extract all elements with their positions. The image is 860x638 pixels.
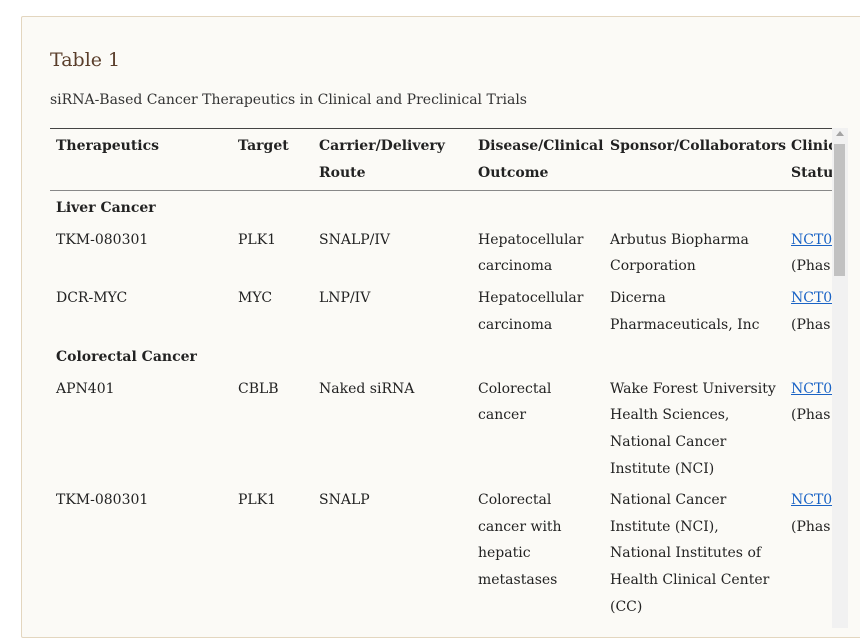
cell-therapeutic: TKM-080301 bbox=[56, 231, 149, 248]
table-row: DCR-MYC MYC LNP/IV Hepatocellular carcin… bbox=[50, 282, 832, 340]
column-header: Disease/Clinical Outcome bbox=[472, 128, 604, 192]
trial-phase: (Phas bbox=[791, 258, 831, 275]
cell-carrier: SNALP bbox=[319, 492, 370, 509]
cell-status: NCT02 (Phas bbox=[785, 282, 832, 340]
cell-disease: Hepatocellular carcinoma bbox=[478, 231, 584, 275]
vertical-scrollbar[interactable] bbox=[832, 128, 848, 628]
cell-target: PLK1 bbox=[238, 231, 277, 248]
cell-status: NCT03 (Phas bbox=[785, 373, 832, 484]
cell-target: CBLB bbox=[238, 380, 279, 397]
table-title: Table 1 bbox=[50, 49, 121, 71]
cell-carrier: Naked siRNA bbox=[319, 380, 415, 397]
column-header: Carrier/Delivery Route bbox=[313, 128, 472, 192]
cell-sponsor: National Cancer Institute (NCI), Nationa… bbox=[610, 492, 770, 615]
trial-link[interactable]: NCT03 bbox=[791, 380, 832, 397]
section-title: Colorectal Cancer bbox=[56, 349, 197, 366]
column-header: Clinical Status bbox=[785, 128, 832, 192]
cell-sponsor: Wake Forest University Health Sciences, … bbox=[610, 380, 776, 477]
trial-phase: (Phas bbox=[791, 316, 831, 333]
scroll-up-arrow-icon[interactable] bbox=[836, 131, 844, 136]
cell-therapeutic: APN401 bbox=[56, 380, 115, 397]
table-row: TKM-080301 PLK1 SNALP/IV Hepatocellular … bbox=[50, 224, 832, 282]
cell-status: NCT02 (Phas bbox=[785, 224, 832, 282]
cell-disease: Hepatocellular carcinoma bbox=[478, 289, 584, 333]
column-header: Therapeutics bbox=[50, 128, 232, 192]
cell-status: NCT01 (Phas bbox=[785, 484, 832, 622]
trial-link[interactable]: NCT01 bbox=[791, 492, 832, 509]
cell-disease: Colorectal cancer bbox=[478, 380, 552, 424]
table-header-row: Therapeutics Target Carrier/Delivery Rou… bbox=[50, 128, 832, 192]
trial-phase: (Phas bbox=[791, 518, 831, 535]
section-title: Liver Cancer bbox=[56, 200, 156, 217]
section-row: Colorectal Cancer bbox=[50, 340, 832, 373]
trial-link[interactable]: NCT02 bbox=[791, 289, 832, 306]
cell-carrier: LNP/IV bbox=[319, 289, 371, 306]
table-row: APN401 CBLB Naked siRNA Colorectal cance… bbox=[50, 373, 832, 484]
scroll-thumb[interactable] bbox=[834, 144, 845, 276]
therapeutics-table: Therapeutics Target Carrier/Delivery Rou… bbox=[50, 128, 832, 622]
table-card: Table 1 siRNA-Based Cancer Therapeutics … bbox=[21, 16, 860, 638]
cell-target: PLK1 bbox=[238, 492, 277, 509]
cell-sponsor: Dicerna Pharmaceuticals, Inc bbox=[610, 289, 760, 333]
trial-phase: (Phas bbox=[791, 407, 831, 424]
cell-therapeutic: TKM-080301 bbox=[56, 492, 149, 509]
cell-target: MYC bbox=[238, 289, 273, 306]
cell-carrier: SNALP/IV bbox=[319, 231, 391, 248]
cell-sponsor: Arbutus Biopharma Corporation bbox=[610, 231, 749, 275]
column-header: Sponsor/Collaborators bbox=[604, 128, 786, 192]
cell-therapeutic: DCR-MYC bbox=[56, 289, 128, 306]
trial-link[interactable]: NCT02 bbox=[791, 231, 832, 248]
cell-disease: Colorectal cancer with hepatic metastase… bbox=[478, 492, 562, 588]
table-row: TKM-080301 PLK1 SNALP Colorectal cancer … bbox=[50, 484, 832, 622]
table-caption: siRNA-Based Cancer Therapeutics in Clini… bbox=[50, 92, 527, 108]
column-header: Target bbox=[232, 128, 313, 192]
section-row: Liver Cancer bbox=[50, 191, 832, 224]
table-scroll-area[interactable]: Therapeutics Target Carrier/Delivery Rou… bbox=[50, 128, 832, 628]
